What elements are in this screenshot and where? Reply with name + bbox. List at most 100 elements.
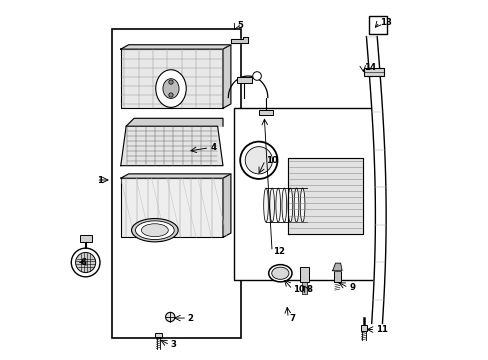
Polygon shape [332,263,341,271]
Bar [237,77,251,83]
Polygon shape [374,265,385,271]
Polygon shape [374,230,386,236]
Ellipse shape [155,70,186,107]
Polygon shape [375,218,386,224]
Circle shape [76,252,96,273]
Polygon shape [374,253,385,259]
Polygon shape [373,154,384,159]
Polygon shape [374,247,385,253]
Polygon shape [373,142,384,148]
Text: 3: 3 [170,341,176,350]
Polygon shape [374,259,385,265]
Polygon shape [373,276,384,283]
Polygon shape [374,236,385,242]
Ellipse shape [268,265,291,282]
Bar [300,267,308,282]
Circle shape [252,72,261,80]
Polygon shape [223,45,230,108]
Polygon shape [373,271,385,276]
Text: 5: 5 [237,21,243,30]
Polygon shape [287,158,362,234]
Polygon shape [372,130,383,136]
Polygon shape [375,206,386,212]
Circle shape [165,312,175,321]
Ellipse shape [287,188,292,222]
Polygon shape [374,165,385,171]
Polygon shape [373,288,384,294]
Ellipse shape [163,79,179,98]
Polygon shape [374,183,385,189]
Ellipse shape [275,188,280,222]
Circle shape [71,248,100,277]
Text: 11: 11 [375,325,387,334]
Polygon shape [230,37,247,43]
Polygon shape [373,283,384,288]
Polygon shape [372,300,383,306]
Text: 13: 13 [380,18,391,27]
Bar [333,271,340,282]
Circle shape [240,141,277,179]
Polygon shape [370,89,381,95]
Text: 9: 9 [348,283,354,292]
Polygon shape [367,54,378,60]
Text: 10: 10 [293,285,305,294]
Ellipse shape [269,188,274,222]
Bar [363,68,384,76]
Bar [121,178,223,237]
Polygon shape [368,66,379,72]
Polygon shape [371,118,383,124]
Polygon shape [366,42,377,48]
Polygon shape [372,124,383,130]
Bar [121,49,223,108]
Polygon shape [370,101,382,107]
Polygon shape [121,45,230,49]
Polygon shape [368,72,380,77]
Text: 7: 7 [288,314,294,323]
Polygon shape [223,174,230,237]
Polygon shape [366,48,378,54]
Bar [258,110,273,116]
Circle shape [168,93,173,97]
Bar [80,235,92,242]
Polygon shape [370,95,381,101]
Ellipse shape [271,267,288,279]
Bar [368,17,386,34]
Text: 1: 1 [97,176,103,185]
Circle shape [168,80,173,84]
Polygon shape [367,60,379,66]
Text: 14: 14 [363,63,375,72]
Polygon shape [371,312,383,318]
Polygon shape [371,113,382,118]
Ellipse shape [141,224,168,237]
Polygon shape [369,77,380,84]
Ellipse shape [282,188,286,222]
Polygon shape [373,159,385,165]
Polygon shape [374,242,385,247]
Polygon shape [375,224,386,230]
Ellipse shape [263,188,268,222]
Polygon shape [371,107,382,113]
Polygon shape [374,177,385,183]
Text: 8: 8 [306,285,312,294]
Polygon shape [372,136,384,142]
Polygon shape [374,171,385,177]
Polygon shape [126,118,223,126]
Bar [155,333,162,337]
Polygon shape [366,37,377,42]
Polygon shape [121,174,230,178]
Text: 4: 4 [210,143,216,152]
Polygon shape [374,195,386,201]
Text: 12: 12 [272,247,284,256]
Bar [112,30,241,338]
Ellipse shape [294,188,298,222]
Polygon shape [372,294,384,300]
Bar [360,325,366,330]
Polygon shape [121,126,223,166]
Polygon shape [371,318,382,323]
Text: 10: 10 [265,156,277,165]
Polygon shape [372,306,383,312]
Text: 6: 6 [81,258,87,267]
Polygon shape [375,201,386,206]
Ellipse shape [300,188,305,222]
Polygon shape [373,148,384,154]
